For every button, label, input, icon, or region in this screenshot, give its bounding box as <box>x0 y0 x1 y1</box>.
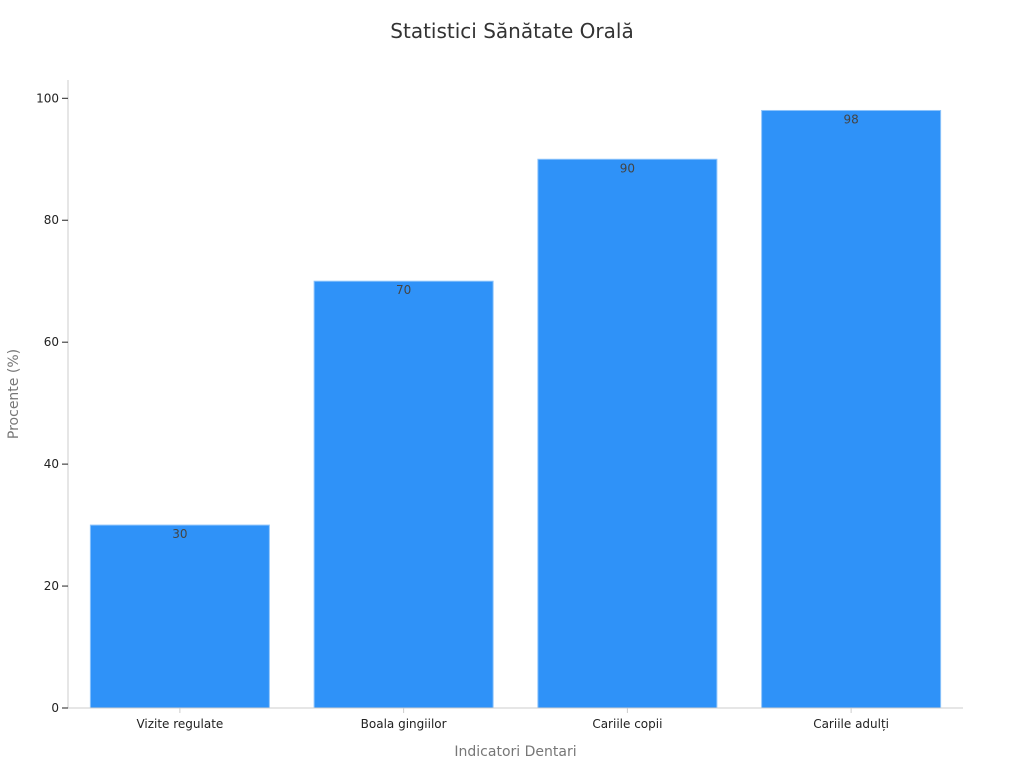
x-tick-label: Boala gingiilor <box>361 717 447 731</box>
bar <box>761 109 942 709</box>
x-tick-label: Vizite regulate <box>136 717 223 731</box>
y-tick-label: 80 <box>44 213 59 227</box>
data-label: 70 <box>396 283 411 297</box>
y-tick-label: 40 <box>44 457 59 471</box>
y-axis-ticks: 0 20 40 60 80 100 <box>36 91 68 715</box>
bar <box>89 524 270 709</box>
x-axis-ticks: Vizite regulate Boala gingiilor Cariile co… <box>136 708 889 731</box>
data-label: 90 <box>620 161 635 175</box>
bars-layer <box>89 109 942 709</box>
data-label: 98 <box>843 112 858 126</box>
bar <box>537 158 718 709</box>
y-axis-title: Procente (%) <box>6 349 22 439</box>
y-tick-label: 100 <box>36 91 59 105</box>
data-labels-layer: 30 70 90 98 <box>172 112 859 541</box>
chart-title: Statistici Sănătate Orală <box>390 19 634 43</box>
x-axis-title: Indicatori Dentari <box>454 744 576 760</box>
x-tick-label: Cariile copii <box>592 717 662 731</box>
bar <box>313 280 494 709</box>
data-label: 30 <box>172 527 187 541</box>
y-tick-label: 20 <box>44 579 59 593</box>
y-tick-label: 60 <box>44 335 59 349</box>
x-tick-label: Cariile adulți <box>813 717 889 731</box>
y-tick-label: 0 <box>51 701 59 715</box>
